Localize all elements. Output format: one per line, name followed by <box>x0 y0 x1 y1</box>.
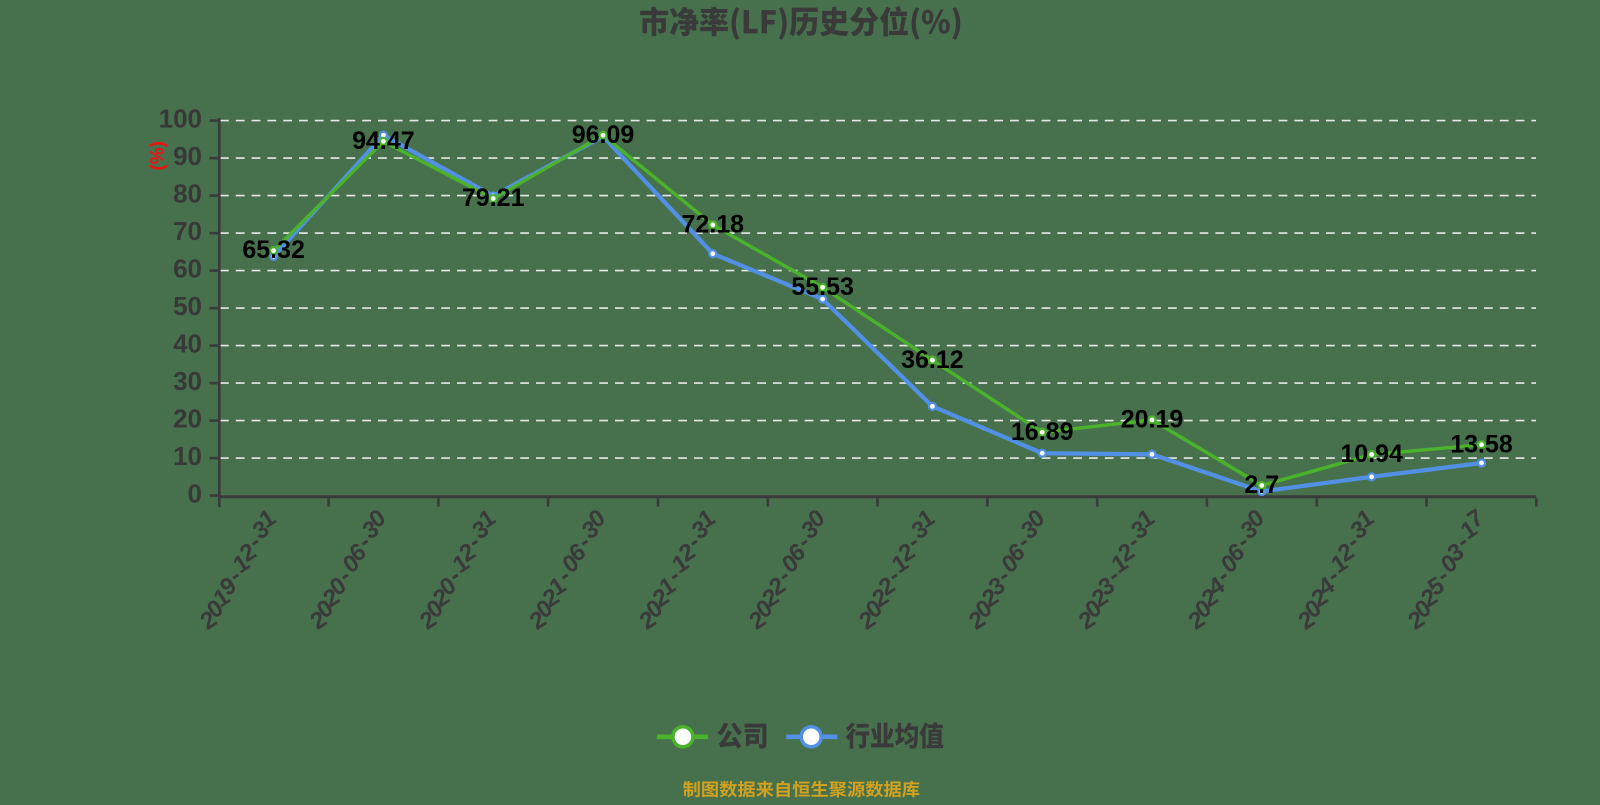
svg-text:20.19: 20.19 <box>1121 406 1184 434</box>
svg-text:40: 40 <box>173 329 202 359</box>
svg-text:80: 80 <box>173 179 202 209</box>
svg-text:13.58: 13.58 <box>1450 430 1513 458</box>
svg-text:(%): (%) <box>148 141 169 171</box>
svg-text:96.09: 96.09 <box>572 121 635 149</box>
svg-text:30: 30 <box>173 366 202 396</box>
svg-text:72.18: 72.18 <box>682 211 745 239</box>
svg-text:60: 60 <box>173 254 202 284</box>
svg-text:20: 20 <box>173 404 202 434</box>
svg-text:16.89: 16.89 <box>1011 418 1074 446</box>
svg-text:90: 90 <box>173 141 202 171</box>
svg-text:50: 50 <box>173 291 202 321</box>
svg-text:65.32: 65.32 <box>242 236 305 264</box>
svg-text:94.47: 94.47 <box>352 127 415 155</box>
svg-text:10.94: 10.94 <box>1340 440 1403 468</box>
svg-text:79.21: 79.21 <box>462 184 525 212</box>
svg-text:55.53: 55.53 <box>791 273 854 301</box>
svg-text:10: 10 <box>173 441 202 471</box>
svg-text:100: 100 <box>159 104 202 134</box>
svg-text:70: 70 <box>173 216 202 246</box>
svg-text:2.7: 2.7 <box>1244 471 1279 499</box>
svg-text:36.12: 36.12 <box>901 346 964 374</box>
svg-text:0: 0 <box>188 479 202 509</box>
